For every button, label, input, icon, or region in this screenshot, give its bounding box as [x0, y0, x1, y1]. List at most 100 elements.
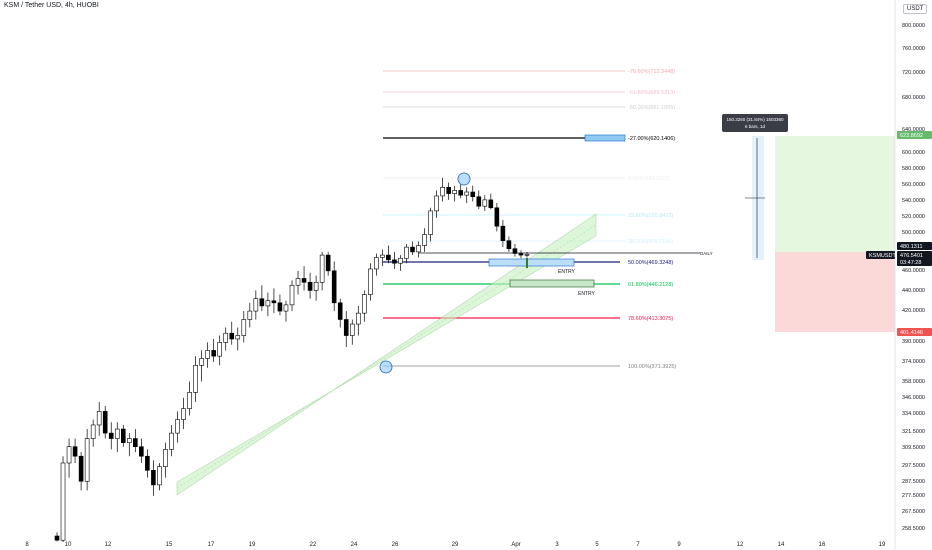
currency-label[interactable]: USDT: [903, 4, 928, 14]
candle-body: [313, 281, 319, 291]
candle-body: [434, 195, 439, 212]
trend-channel: [176, 213, 597, 496]
candle-body: [380, 254, 385, 258]
candle-body: [331, 270, 337, 304]
price-tick-label: 580.0000: [902, 166, 925, 172]
position-zones: [752, 136, 895, 332]
measure-tooltip: [722, 114, 788, 132]
candle-body: [325, 254, 331, 272]
price-tick-label: 760.0000: [902, 46, 925, 52]
time-tick-label: 19: [879, 542, 886, 548]
price-tick-label: 390.0000: [902, 339, 925, 345]
price-tick-label: 500.0000: [902, 230, 925, 236]
price-badge-label: 623.8692: [900, 133, 923, 139]
candle-body: [482, 199, 488, 207]
candle-body: [518, 253, 524, 256]
candle-body: [271, 300, 277, 304]
candle-body: [54, 535, 60, 541]
fib-label: -78.60%(712.3448): [628, 69, 675, 75]
candle-body: [476, 196, 482, 207]
fib-label: -50.00%(661.1895): [628, 105, 675, 111]
price-tick-label: 321.5000: [902, 429, 925, 435]
price-tick-label: 600.0000: [902, 150, 925, 156]
entry-box-1: [488, 258, 575, 267]
candlestick-series: [54, 177, 530, 542]
price-tick-label: 560.0000: [902, 182, 925, 188]
candle-body: [337, 302, 343, 320]
stop-loss-zone: [775, 252, 895, 332]
price-tick-label: 460.0000: [902, 268, 925, 274]
price-badge-label: KSMUSDT: [869, 253, 897, 259]
time-tick-label: 5: [595, 542, 599, 548]
price-tick-label: 258.5000: [902, 526, 925, 532]
fib-label: 38.20%(495.7145): [628, 239, 673, 245]
candle-body: [289, 284, 295, 306]
candle-body: [295, 278, 301, 286]
time-tick-label: 29: [452, 542, 459, 548]
candle-body: [72, 446, 78, 457]
candle-body: [512, 248, 518, 254]
price-tick-label: 334.0000: [902, 411, 925, 417]
time-axis[interactable]: 8 10 12 15 17 19 22 24 26 29 Apr 3 5 7 9 12 14 16 19: [25, 542, 886, 548]
price-tick-label: 297.5000: [902, 463, 925, 469]
candle-body: [133, 438, 138, 447]
candle-body: [355, 312, 361, 325]
candle-body: [506, 240, 512, 250]
price-tick-label: 346.0000: [902, 395, 925, 401]
price-tick-label: 800.0000: [902, 23, 925, 29]
time-tick-label: 15: [166, 542, 173, 548]
candle-body: [458, 190, 464, 196]
candle-body: [108, 432, 114, 439]
annotations: ENTRY ENTRY DAILY 150.3260 (31.84%) 1503360…: [379, 114, 788, 374]
candle-body: [416, 245, 421, 253]
price-tick-label: 520.0000: [902, 214, 925, 220]
price-badge: [897, 258, 932, 266]
price-tick-label: 374.0000: [902, 359, 925, 365]
candle-body: [410, 246, 415, 253]
measure-tooltip-line2: 6 bars, 1d: [745, 124, 766, 129]
time-tick-label: 10: [65, 542, 72, 548]
time-tick-label: 24: [351, 542, 358, 548]
fib-label: 100.00%(371.3925): [628, 364, 676, 370]
candle-body: [199, 358, 204, 366]
price-badge-label: 03:47:28: [900, 260, 921, 266]
time-tick-label: 14: [778, 542, 785, 548]
candle-body: [470, 191, 476, 198]
candle-body: [349, 323, 355, 336]
time-tick-label: 22: [310, 542, 317, 548]
candle-body: [494, 207, 500, 227]
time-tick-label: 8: [25, 542, 29, 548]
channel-midline: [176, 224, 597, 489]
candle-body: [368, 268, 373, 295]
measure-tooltip-line1: 150.3260 (31.84%) 1503360: [726, 117, 784, 122]
price-badge: [897, 251, 932, 259]
fib-label: 23.60%(520.8412): [628, 213, 673, 219]
candle-body: [392, 259, 397, 264]
price-axis[interactable]: 800.0000 760.0000 720.0000 680.0000 640.0000…: [866, 23, 932, 532]
time-tick-label: 3: [555, 542, 559, 548]
candle-body: [524, 253, 530, 256]
time-tick-label: 17: [208, 542, 215, 548]
candle-body: [422, 234, 427, 246]
candle-body: [283, 304, 289, 312]
candle-body: [193, 365, 198, 393]
candle-body: [211, 350, 216, 357]
price-tick-label: 287.5000: [902, 479, 925, 485]
price-tick-label: 720.0000: [902, 70, 925, 76]
candle-body: [139, 446, 144, 457]
time-tick-label: Apr: [511, 542, 520, 548]
entry-box-2: [509, 279, 595, 288]
time-tick-label: 19: [249, 542, 256, 548]
price-badge-label: 476.5401: [900, 253, 923, 259]
candle-body: [488, 199, 494, 209]
price-tick-label: 267.5000: [902, 509, 925, 515]
candle-body: [362, 294, 367, 314]
candle-body: [66, 446, 72, 464]
fib-label: 50.00%(469.3248): [628, 260, 673, 266]
candle-body: [404, 246, 409, 259]
candle-body: [187, 392, 192, 409]
time-tick-label: 12: [737, 542, 744, 548]
time-tick-label: 7: [636, 542, 640, 548]
price-tick-label: 680.0000: [902, 95, 925, 101]
